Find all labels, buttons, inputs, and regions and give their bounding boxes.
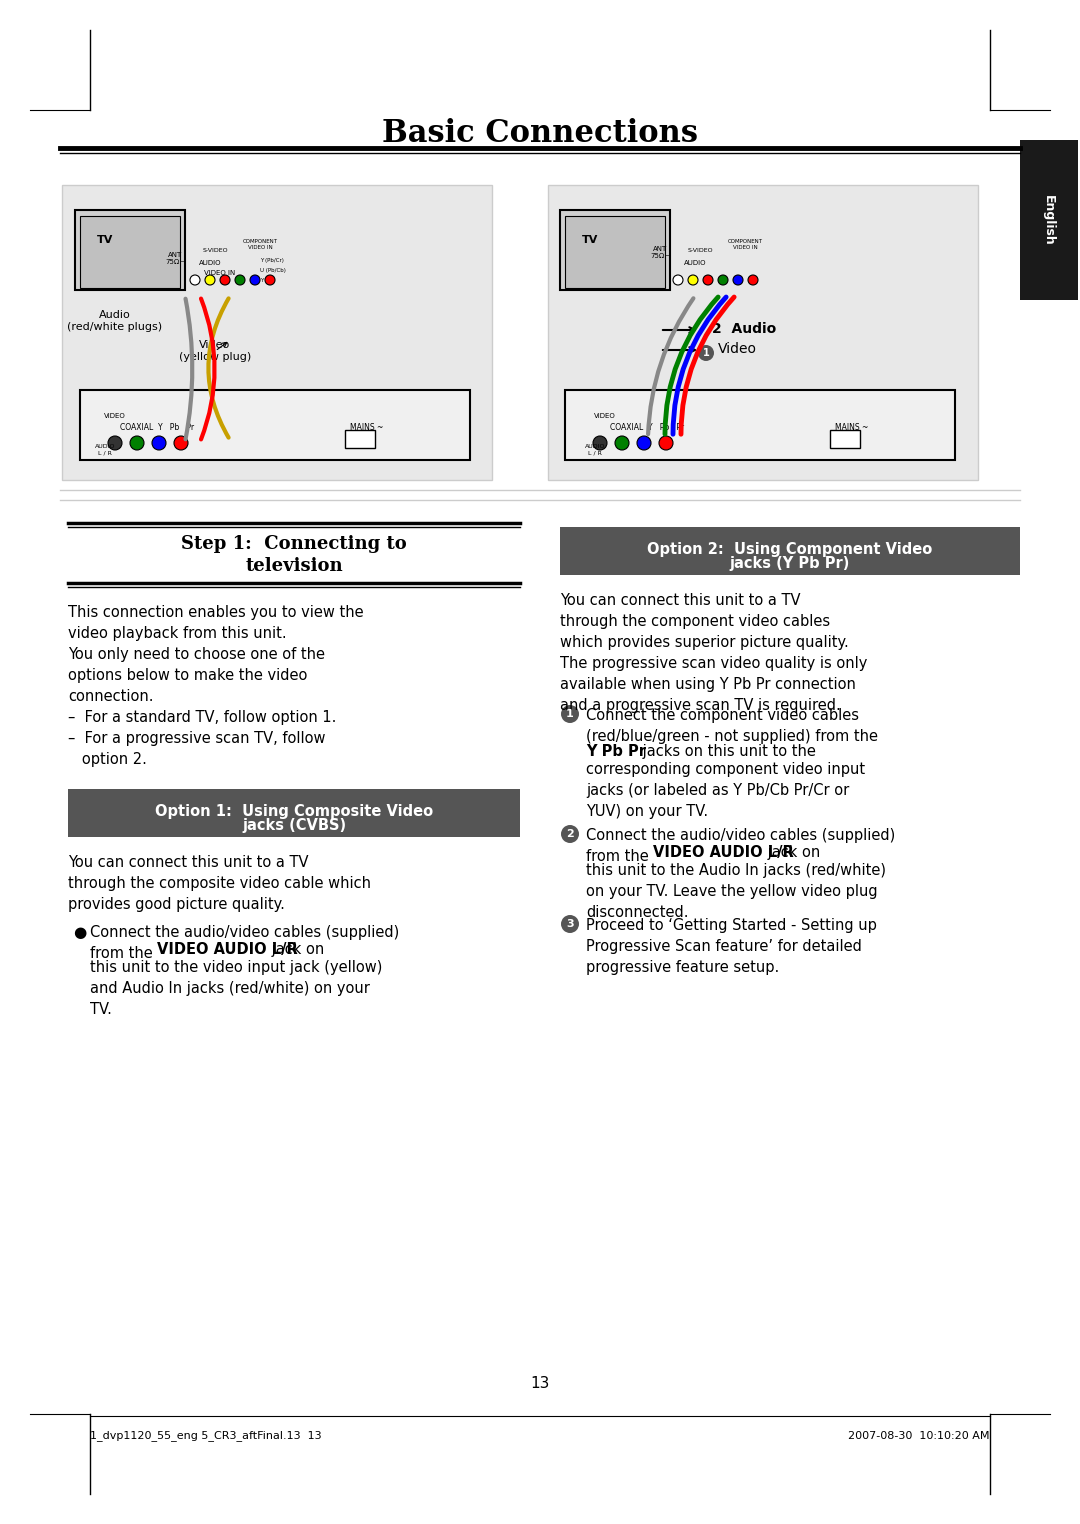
Text: this unit to the video input jack (yellow)
and Audio In jacks (red/white) on you: this unit to the video input jack (yello… xyxy=(90,960,382,1017)
Bar xyxy=(80,390,470,460)
Text: VIDEO IN: VIDEO IN xyxy=(204,270,235,276)
Bar xyxy=(565,390,955,460)
Text: S-VIDEO: S-VIDEO xyxy=(687,248,713,253)
Text: jack on: jack on xyxy=(267,942,324,957)
Circle shape xyxy=(205,274,215,285)
Text: jacks (Y Pb Pr): jacks (Y Pb Pr) xyxy=(730,556,850,570)
Text: COAXIAL  Y   Pb   Pr: COAXIAL Y Pb Pr xyxy=(610,424,684,431)
Circle shape xyxy=(265,274,275,285)
Bar xyxy=(831,430,860,448)
Circle shape xyxy=(659,436,673,450)
Text: Option 1:  Using Composite Video: Option 1: Using Composite Video xyxy=(154,803,433,818)
Text: TV: TV xyxy=(97,235,113,245)
Text: You can connect this unit to a TV
through the composite video cable which
provid: You can connect this unit to a TV throug… xyxy=(68,855,372,911)
Text: VIDEO: VIDEO xyxy=(594,413,616,419)
Text: Y Pb Pr: Y Pb Pr xyxy=(586,744,646,759)
Text: 3: 3 xyxy=(566,919,573,930)
Bar xyxy=(345,430,375,448)
Text: Connect the audio/video cables (supplied)
from the: Connect the audio/video cables (supplied… xyxy=(586,828,895,864)
Text: English: English xyxy=(1041,195,1054,245)
Text: ●: ● xyxy=(73,925,86,940)
Circle shape xyxy=(733,274,743,285)
Text: VIDEO AUDIO L/R: VIDEO AUDIO L/R xyxy=(157,942,298,957)
Text: COMPONENT
VIDEO IN: COMPONENT VIDEO IN xyxy=(728,239,762,250)
Text: 1_dvp1120_55_eng 5_CR3_aftFinal.13  13: 1_dvp1120_55_eng 5_CR3_aftFinal.13 13 xyxy=(90,1431,322,1442)
Bar xyxy=(68,789,519,837)
Text: 2  Audio: 2 Audio xyxy=(712,322,777,335)
Circle shape xyxy=(593,436,607,450)
Bar xyxy=(561,527,1020,575)
Bar xyxy=(80,216,180,288)
Text: Proceed to ‘Getting Started - Setting up
Progressive Scan feature’ for detailed
: Proceed to ‘Getting Started - Setting up… xyxy=(586,917,877,975)
Bar xyxy=(548,184,978,480)
Text: MAINS ~: MAINS ~ xyxy=(835,424,868,431)
Text: Connect the audio/video cables (supplied)
from the: Connect the audio/video cables (supplied… xyxy=(90,925,400,962)
Text: AUDIO
L / R: AUDIO L / R xyxy=(584,443,605,456)
Text: jacks (CVBS): jacks (CVBS) xyxy=(242,817,346,832)
Circle shape xyxy=(130,436,144,450)
Text: You can connect this unit to a TV
through the component video cables
which provi: You can connect this unit to a TV throug… xyxy=(561,593,867,713)
Text: Connect the component video cables
(red/blue/green - not supplied) from the: Connect the component video cables (red/… xyxy=(586,709,878,765)
Text: Step 1:  Connecting to: Step 1: Connecting to xyxy=(181,535,407,553)
Circle shape xyxy=(673,274,683,285)
Text: MAINS ~: MAINS ~ xyxy=(350,424,383,431)
Text: 1: 1 xyxy=(703,347,710,358)
FancyBboxPatch shape xyxy=(1020,140,1078,300)
Bar xyxy=(561,210,670,290)
Circle shape xyxy=(561,706,579,722)
Text: Audio
(red/white plugs): Audio (red/white plugs) xyxy=(67,311,163,332)
Text: S-VIDEO: S-VIDEO xyxy=(202,248,228,253)
Circle shape xyxy=(235,274,245,285)
Circle shape xyxy=(152,436,166,450)
Text: jacks on this unit to the: jacks on this unit to the xyxy=(638,744,815,759)
Circle shape xyxy=(698,344,714,361)
Circle shape xyxy=(561,824,579,843)
Text: corresponding component video input
jacks (or labeled as Y Pb/Cb Pr/Cr or
YUV) o: corresponding component video input jack… xyxy=(586,762,865,818)
Text: Option 2:  Using Component Video: Option 2: Using Component Video xyxy=(647,541,933,556)
Text: television: television xyxy=(245,556,342,575)
Text: Y (Pb/Cr): Y (Pb/Cr) xyxy=(260,258,284,264)
Circle shape xyxy=(718,274,728,285)
Text: TV: TV xyxy=(582,235,598,245)
Circle shape xyxy=(637,436,651,450)
Circle shape xyxy=(108,436,122,450)
Text: AUDIO: AUDIO xyxy=(684,261,706,267)
Text: AUDIO: AUDIO xyxy=(199,261,221,267)
Text: 1: 1 xyxy=(566,709,573,719)
Text: 13: 13 xyxy=(530,1376,550,1391)
Text: This connection enables you to view the
video playback from this unit.
You only : This connection enables you to view the … xyxy=(68,605,364,767)
Text: Video: Video xyxy=(718,341,757,357)
Text: jack on: jack on xyxy=(762,844,820,860)
Circle shape xyxy=(703,274,713,285)
Bar xyxy=(62,184,492,480)
Text: Y: Y xyxy=(260,277,264,283)
Bar xyxy=(565,216,665,288)
Text: VIDEO AUDIO L/R: VIDEO AUDIO L/R xyxy=(653,844,794,860)
Text: COAXIAL  Y   Pb   Pr: COAXIAL Y Pb Pr xyxy=(120,424,194,431)
Text: ANT
75Ω~: ANT 75Ω~ xyxy=(165,251,185,265)
Text: AUDIO
L / R: AUDIO L / R xyxy=(95,443,116,456)
Text: 2007-08-30  10:10:20 AM: 2007-08-30 10:10:20 AM xyxy=(849,1431,990,1442)
Text: ANT
75Ω~: ANT 75Ω~ xyxy=(650,245,670,259)
Circle shape xyxy=(190,274,200,285)
Text: 2: 2 xyxy=(566,829,573,840)
Circle shape xyxy=(249,274,260,285)
Circle shape xyxy=(561,914,579,933)
Text: Basic Connections: Basic Connections xyxy=(382,117,698,149)
Text: this unit to the Audio In jacks (red/white)
on your TV. Leave the yellow video p: this unit to the Audio In jacks (red/whi… xyxy=(586,863,886,920)
Circle shape xyxy=(615,436,629,450)
Text: Video
(yellow plug): Video (yellow plug) xyxy=(179,340,252,363)
Text: COMPONENT
VIDEO IN: COMPONENT VIDEO IN xyxy=(243,239,278,250)
Text: VIDEO: VIDEO xyxy=(104,413,126,419)
Circle shape xyxy=(220,274,230,285)
Circle shape xyxy=(688,274,698,285)
Text: U (Pb/Cb): U (Pb/Cb) xyxy=(260,268,286,273)
Circle shape xyxy=(174,436,188,450)
Bar xyxy=(75,210,185,290)
Circle shape xyxy=(748,274,758,285)
